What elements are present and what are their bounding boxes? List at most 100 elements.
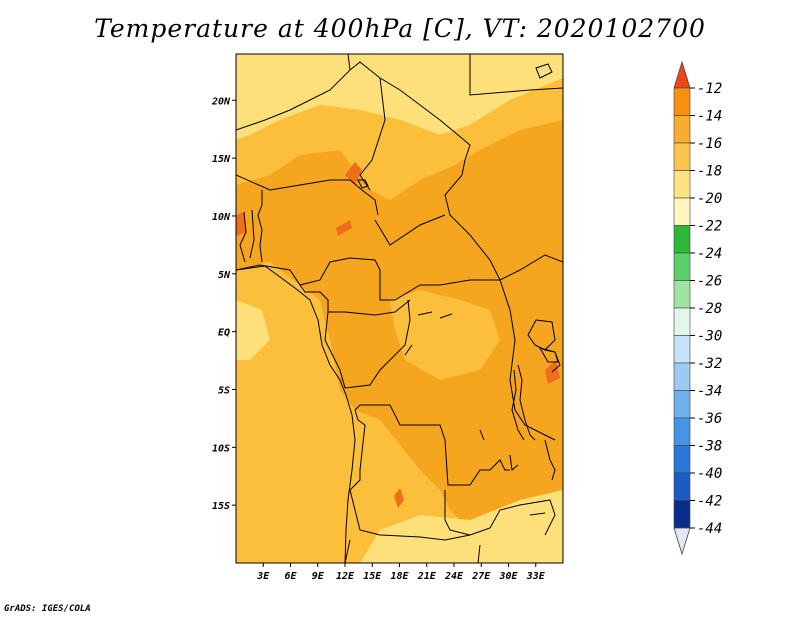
field-spot-hot-5 — [394, 488, 404, 508]
colorbar-segment — [673, 472, 691, 501]
border-line — [439, 313, 453, 319]
field-region-south-cool — [360, 490, 563, 563]
colorbar-label: -16 — [697, 136, 722, 152]
border-line — [328, 299, 411, 316]
colorbar-label: -34 — [697, 384, 722, 400]
border-line — [404, 344, 413, 356]
field-spot-hot-4 — [336, 220, 352, 236]
border-line — [236, 257, 500, 301]
colorbar-segment — [673, 170, 691, 199]
border-line — [239, 211, 247, 263]
colorbar-top-arrow — [673, 60, 691, 89]
border-line — [509, 454, 519, 471]
border-line — [444, 174, 563, 281]
border-line — [417, 311, 433, 316]
border-line — [479, 429, 485, 441]
colorbar-segment — [673, 307, 691, 336]
lat-tick-label: EQ — [218, 328, 230, 339]
coast-redsea — [535, 63, 553, 79]
border-line — [489, 499, 556, 536]
lon-tick-label: 12E — [336, 571, 355, 582]
colorbar-label: -30 — [697, 329, 722, 345]
lon-tick-label: 30E — [498, 571, 518, 582]
lake-tanganyika — [517, 364, 536, 441]
lon-tick-label: 18E — [390, 571, 409, 582]
colorbar-segment — [673, 225, 691, 254]
lat-tick-label: 15S — [212, 501, 230, 512]
lon-tick-label: 27E — [471, 571, 491, 582]
field-spot-hot-1 — [345, 162, 362, 185]
colorbar-label: -12 — [697, 81, 722, 97]
lat-tick-label: 10N — [212, 212, 231, 223]
lat-tick-label: 20N — [211, 96, 231, 107]
colorbar-label: -20 — [697, 191, 722, 207]
field-region-north-moderate — [236, 78, 563, 200]
field-spot-hot-2 — [236, 212, 246, 236]
colorbar-segment — [673, 252, 691, 281]
lon-tick-label: 9E — [312, 571, 325, 582]
latitude-axis: 20N 15N 10N 5N EQ 5S 10S 15S — [211, 96, 236, 512]
chart-title: Temperature at 400hPa [C], VT: 202010270… — [94, 14, 706, 43]
colorbar-segment — [673, 335, 691, 364]
lat-tick-label: 10S — [212, 443, 230, 454]
colorbar-segment — [673, 417, 691, 446]
colorbar-label: -26 — [697, 274, 722, 290]
colorbar-label: -42 — [697, 494, 722, 510]
border-line — [299, 284, 329, 312]
border-line — [477, 544, 481, 563]
border-line — [344, 539, 351, 563]
lon-tick-label: 15E — [363, 571, 382, 582]
colorbar-bottom-arrow — [673, 527, 691, 556]
lat-tick-label: 15N — [212, 154, 231, 165]
colorbar-segment — [673, 445, 691, 474]
colorbar-label: -38 — [697, 439, 722, 455]
border-line — [324, 311, 346, 389]
field-region-north-cool — [236, 54, 563, 140]
border-line — [257, 190, 263, 263]
colorbar-segment — [673, 87, 691, 116]
border-line — [349, 409, 366, 491]
colorbar-label: -44 — [697, 521, 722, 537]
footer-credit: GrADS: IGES/COLA — [4, 604, 91, 614]
colorbar-label: -18 — [697, 164, 722, 180]
lon-tick-label: 24E — [444, 571, 464, 582]
colorbar-label: -14 — [697, 109, 722, 125]
border-line — [469, 54, 563, 96]
colorbar-segment — [673, 115, 691, 144]
lon-tick-label: 6E — [284, 571, 297, 582]
lake-malawi — [544, 439, 556, 481]
colorbar-segment — [673, 280, 691, 309]
colorbar-label: -36 — [697, 411, 722, 427]
field-region-east-moderate — [390, 290, 500, 380]
lake-victoria — [538, 347, 559, 363]
coastline — [236, 265, 356, 563]
field-region-west-moderate — [236, 262, 500, 563]
colorbar-label: -40 — [697, 466, 722, 482]
border-line — [354, 404, 510, 486]
border-line — [374, 214, 446, 246]
border-line — [236, 174, 379, 216]
field-region-southwest-cool — [236, 300, 270, 360]
lon-tick-label: 33E — [526, 571, 546, 582]
country-borders — [236, 54, 563, 563]
longitude-axis: 3E 6E 9E 12E 15E 18E 21E 24E 27E 30E 33E — [256, 563, 546, 582]
colorbar-segment — [673, 362, 691, 391]
lon-tick-label: 3E — [256, 571, 270, 582]
colorbar-label: -32 — [697, 356, 722, 372]
lake-tanganyika — [511, 369, 525, 441]
border-line — [499, 279, 556, 441]
colorbar-label: -24 — [697, 246, 722, 262]
colorbar-segment — [673, 390, 691, 419]
colorbar-label: -22 — [697, 219, 722, 235]
border-line — [347, 54, 351, 71]
colorbar-segment — [673, 500, 691, 529]
border-line — [249, 209, 255, 259]
lake-chad — [357, 179, 369, 189]
lon-tick-label: 21E — [417, 571, 437, 582]
border-line — [529, 512, 546, 516]
colorbar-segment — [673, 142, 691, 171]
colorbar-segment — [673, 197, 691, 226]
border-line — [344, 299, 411, 389]
lat-tick-label: 5N — [218, 270, 231, 281]
